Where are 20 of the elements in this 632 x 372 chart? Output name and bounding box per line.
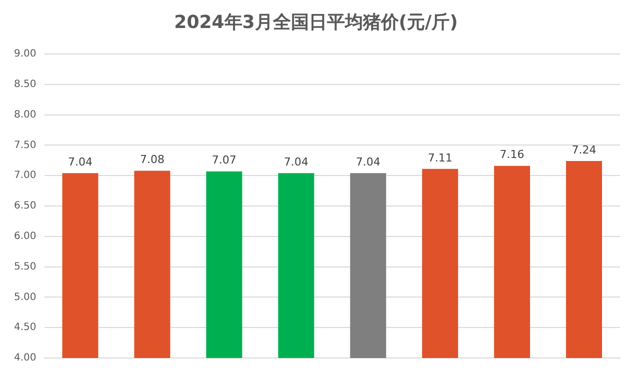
y-tick-label: 8.00: [14, 109, 36, 120]
y-tick-label: 5.00: [14, 292, 36, 303]
y-tick-label: 8.50: [14, 78, 36, 90]
y-tick-label: 4.50: [14, 322, 36, 334]
y-tick-label: 6.50: [14, 200, 36, 212]
data-label: 7.24: [572, 143, 596, 156]
data-label: 7.11: [428, 151, 452, 164]
y-tick-label: 6.00: [14, 230, 36, 242]
y-tick-label: 9.00: [14, 48, 36, 60]
y-tick-label: 5.50: [14, 261, 36, 272]
y-tick-label: 7.00: [14, 170, 36, 182]
data-label: 7.07: [212, 154, 236, 167]
data-label: 7.04: [356, 156, 380, 169]
data-label: 7.04: [284, 156, 308, 169]
y-tick-label: 7.50: [14, 140, 36, 151]
data-label: 7.04: [68, 156, 92, 169]
chart-title: 2024年3月全国日平均猪价(元/斤): [173, 11, 459, 35]
data-label: 7.16: [500, 148, 524, 162]
y-tick-label: 4.00: [14, 352, 36, 364]
data-label: 7.08: [140, 153, 164, 166]
